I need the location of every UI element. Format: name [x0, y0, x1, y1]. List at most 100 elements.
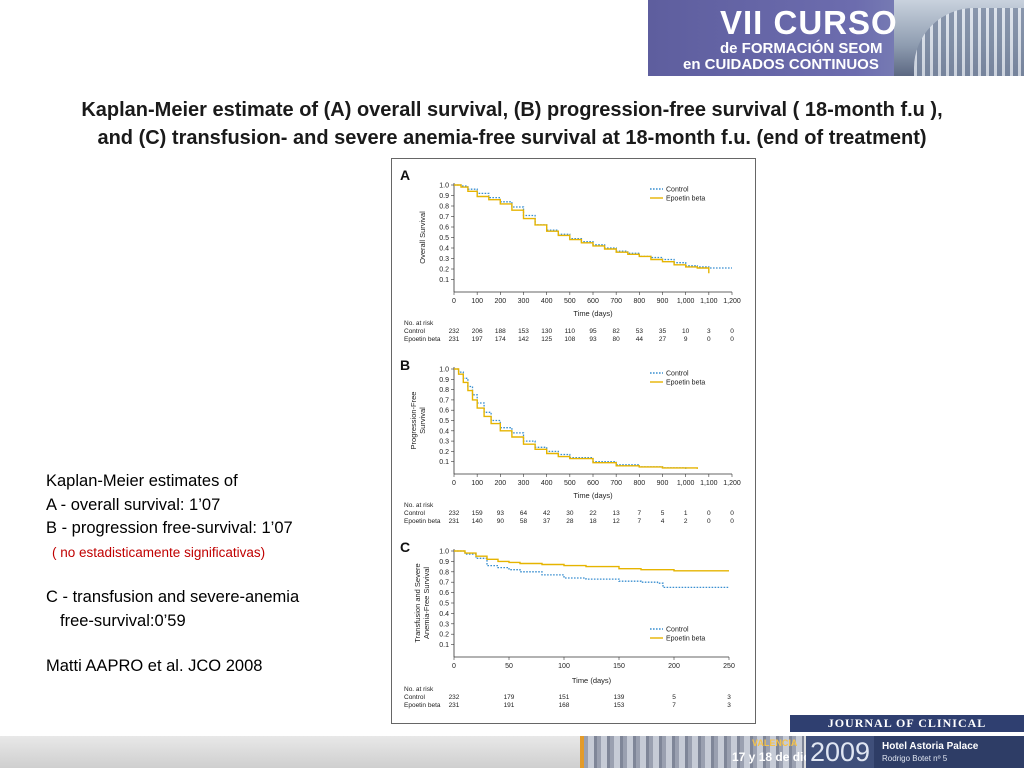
y-tick-label: 0.1 — [439, 277, 449, 284]
risk-table-cell: 179 — [504, 694, 515, 701]
panel-a: A0.10.20.30.40.50.60.70.80.91.00 100 200 30… — [400, 167, 741, 343]
footer-bar: VALENCIA 17 y 18 de diciembre 2009 Hotel… — [0, 736, 1024, 768]
risk-table-cell: 80 — [613, 336, 621, 343]
y-tick-label: 0.1 — [439, 642, 449, 649]
risk-table-cell: 232 — [449, 328, 460, 335]
x-tick-label: 300 — [518, 480, 530, 487]
risk-table-cell: 206 — [472, 328, 483, 335]
y-tick-label: 0.9 — [439, 377, 449, 384]
risk-table-cell: 0 — [730, 518, 734, 525]
footer-image — [584, 736, 804, 768]
risk-table-cell: 35 — [659, 328, 667, 335]
y-tick-label: 1.0 — [439, 549, 449, 556]
risk-table-cell: 0 — [730, 336, 734, 343]
x-tick-label: 1,100 — [700, 298, 718, 305]
slide-title: Kaplan-Meier estimate of (A) overall sur… — [6, 96, 1018, 152]
series-epoetin-line — [454, 368, 698, 469]
risk-table-cell: 191 — [504, 702, 515, 709]
risk-table-cell: 12 — [613, 518, 621, 525]
panel-letter: C — [400, 539, 410, 555]
risk-table-cell: 18 — [589, 518, 597, 525]
km-figure: A 0.1 0.2 0.3 0.4 0.5 0.6 0.7 0.8 0.9 1.0 0 100 200 30… — [391, 158, 756, 724]
x-tick-label: 300 — [518, 298, 530, 305]
risk-table-cell: 3 — [707, 328, 711, 335]
banner-subtitle-2: en CUIDADOS CONTINUOS — [683, 56, 879, 73]
x-tick-label: 100 — [471, 298, 483, 305]
x-tick-label: 100 — [471, 480, 483, 487]
x-tick-label: 400 — [541, 298, 553, 305]
x-tick-label: 200 — [494, 298, 506, 305]
panel-c: C 0.1 0.2 0.3 0.4 0.5 0.6 0.7 0.8 0.9 1.0 0 50 100 150… — [400, 539, 735, 709]
y-axis-label: Survival — [418, 407, 427, 434]
series-control-line — [454, 184, 732, 269]
y-tick-label: 1.0 — [439, 183, 449, 190]
x-axis-label: Time (days) — [572, 676, 612, 685]
risk-table-cell: 95 — [589, 328, 597, 335]
y-tick-label: 0.6 — [439, 590, 449, 597]
series-control-line — [454, 550, 729, 589]
x-axis-label: Time (days) — [573, 491, 613, 500]
risk-table-cell: 7 — [638, 510, 642, 517]
y-tick-label: 0.2 — [439, 449, 449, 456]
risk-table-cell: 110 — [565, 328, 576, 335]
risk-table-cell: 231 — [449, 518, 460, 525]
notes-spacer — [46, 564, 346, 586]
building-image — [894, 0, 1024, 76]
y-tick-label: 0.6 — [439, 225, 449, 232]
x-tick-label: 800 — [633, 480, 645, 487]
y-axis-label: Anemia-Free Survival — [422, 567, 431, 639]
risk-table-row-label: Epoetin beta — [404, 336, 441, 343]
x-tick-label: 700 — [610, 298, 622, 305]
risk-table-cell: 130 — [541, 328, 552, 335]
risk-table-cell: 28 — [566, 518, 574, 525]
y-tick-label: 0.4 — [439, 428, 449, 435]
y-tick-label: 0.5 — [439, 235, 449, 242]
risk-table-cell: 159 — [472, 510, 483, 517]
y-tick-label: 0.2 — [439, 632, 449, 639]
x-tick-label: 500 — [564, 298, 576, 305]
x-tick-label: 700 — [610, 480, 622, 487]
risk-table-cell: 0 — [707, 510, 711, 517]
series-epoetin-line — [454, 184, 710, 274]
x-tick-label: 250 — [723, 663, 735, 670]
notes-box: Kaplan-Meier estimates of A - overall su… — [46, 470, 346, 679]
x-tick-label: 50 — [505, 663, 513, 670]
x-tick-label: 200 — [494, 480, 506, 487]
risk-table-cell: 10 — [682, 328, 690, 335]
risk-table-label: No. at risk — [404, 502, 434, 509]
risk-table-label: No. at risk — [404, 320, 434, 327]
risk-table-label: No. at risk — [404, 686, 434, 693]
risk-table-cell: 7 — [638, 518, 642, 525]
footer-hotel-box: Hotel Astoria Palace Rodrigo Botet nº 5 — [874, 736, 1024, 768]
course-banner: VII CURSO de FORMACIÓN SEOM en CUIDADOS … — [648, 0, 1024, 76]
panel-b: B0.10.20.30.40.50.60.70.80.91.00 100 200 30… — [400, 357, 741, 525]
y-tick-label: 0.2 — [439, 267, 449, 274]
risk-table-cell: 4 — [661, 518, 665, 525]
footer-hotel-name: Hotel Astoria Palace — [882, 741, 979, 752]
legend-label: Epoetin beta — [666, 636, 705, 643]
x-tick-label: 1,200 — [723, 298, 741, 305]
risk-table-cell: 42 — [543, 510, 551, 517]
risk-table-row-label: Control — [404, 510, 426, 517]
risk-table-cell: 2 — [684, 518, 688, 525]
panel-letter: A — [400, 167, 410, 183]
risk-table-cell: 0 — [730, 328, 734, 335]
y-tick-label: 1.0 — [439, 367, 449, 374]
slide-title-line-2: and (C) transfusion- and severe anemia-f… — [97, 127, 927, 149]
notes-line-3: B - progression free-survival: 1’07 — [46, 519, 293, 537]
risk-table-row-label: Control — [404, 328, 426, 335]
risk-table-cell: 3 — [727, 702, 731, 709]
km-chart-svg: A0.10.20.30.40.50.60.70.80.91.00 100 200 30… — [400, 167, 741, 709]
legend-label: Control — [666, 187, 689, 194]
risk-table-row-label: Epoetin beta — [404, 518, 441, 525]
notes-line-6: free-survival:0’59 — [60, 611, 186, 630]
y-tick-label: 0.9 — [439, 559, 449, 566]
footer-stripe — [0, 736, 580, 768]
risk-table-cell: 0 — [707, 518, 711, 525]
series-epoetin-line — [454, 550, 729, 572]
y-tick-label: 0.7 — [439, 397, 449, 404]
series-control-line — [454, 368, 687, 469]
risk-table-cell: 5 — [661, 510, 665, 517]
x-tick-label: 0 — [452, 298, 456, 305]
notes-line-2: A - overall survival: 1’07 — [46, 495, 221, 514]
